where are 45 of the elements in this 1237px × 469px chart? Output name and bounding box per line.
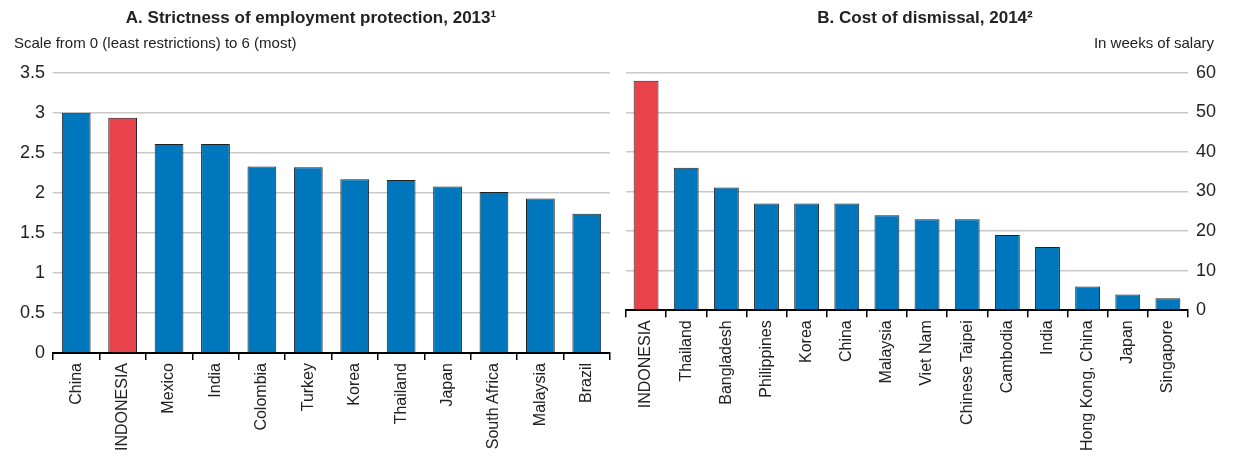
x-tick-label: Japan: [1118, 320, 1136, 364]
x-tick-label: Cambodia: [997, 320, 1015, 394]
x-tick-label: INDONESIA: [636, 319, 654, 409]
x-tick-label: South Africa: [484, 362, 502, 450]
x-tick-label: Thailand: [676, 320, 694, 382]
y2-tick-label: 60: [1195, 61, 1217, 82]
x-tick-label: Malaysia: [530, 362, 548, 427]
x-tick-label: China: [837, 320, 855, 363]
chart-title: A. Strictness of employment protection, 2013¹: [124, 8, 498, 29]
y2-tick-label: 30: [1195, 180, 1217, 201]
y-tick-label: 3: [35, 101, 46, 122]
x-tick-label: Malaysia: [877, 320, 895, 384]
x-tick-label: India: [1037, 320, 1055, 355]
x-tick-label: China: [66, 362, 84, 405]
x-tick-label: Brazil: [577, 362, 595, 403]
y2-tick-label: 10: [1195, 259, 1217, 280]
y-tick-label: 1.5: [19, 221, 46, 242]
x-tick-label: Bangladesh: [716, 320, 734, 405]
y-tick-label: 3.5: [19, 61, 46, 82]
x-tick-label: INDONESIA: [113, 362, 131, 451]
y-tick-label: 2.5: [19, 141, 46, 162]
x-tick-label: Philippines: [756, 320, 774, 398]
y2-tick-label: 40: [1195, 140, 1217, 161]
x-tick-label: Turkey: [298, 362, 316, 412]
y-tick-label: 0.5: [19, 301, 46, 322]
y2-axis-title: In weeks of salary: [1092, 34, 1215, 53]
y-tick-label: 2: [35, 181, 46, 202]
x-tick-label: Japan: [437, 362, 455, 407]
x-tick-label: Colombia: [252, 362, 270, 431]
y-tick-label: 1: [35, 261, 46, 282]
x-tick-label: Korea: [345, 362, 363, 406]
x-tick-label: Mexico: [159, 362, 177, 414]
x-tick-label: Thailand: [391, 362, 409, 425]
x-tick-label: Korea: [797, 320, 815, 363]
x-tick-label: Viet Nam: [917, 320, 935, 386]
x-tick-label: India: [205, 362, 223, 398]
x-tick-label: Hong Kong, China: [1078, 320, 1096, 452]
y2-tick-label: 50: [1195, 101, 1217, 122]
x-tick-label: Chinese Taipei: [957, 320, 975, 425]
x-tick-label: Singapore: [1158, 320, 1176, 394]
y-tick-label: 0: [35, 341, 46, 362]
y2-tick-label: 20: [1195, 220, 1217, 241]
y-axis-title: Scale from 0 (least restrictions) to 6 (most): [13, 34, 298, 53]
chart-title: B. Cost of dismissal, 2014²: [816, 8, 1034, 29]
y2-tick-label: 0: [1195, 299, 1206, 320]
